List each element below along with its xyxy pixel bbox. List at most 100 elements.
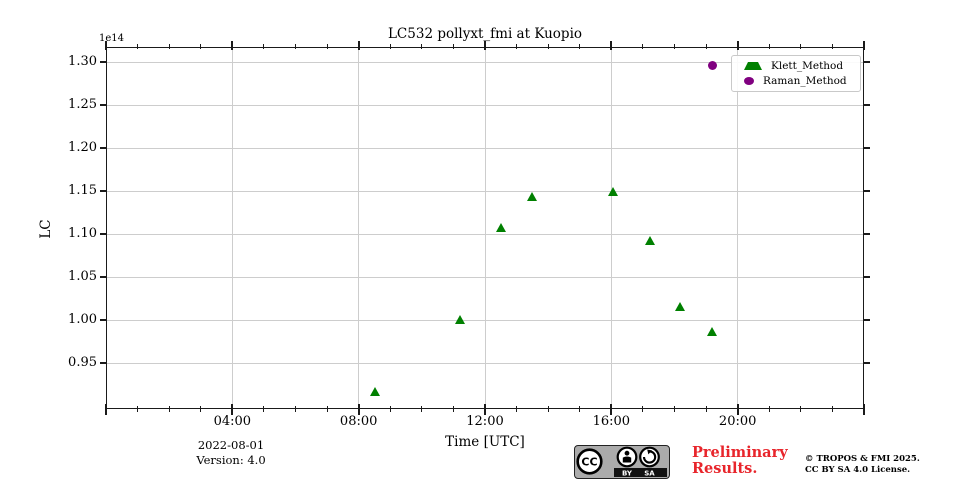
x-minor-tick-bottom: [674, 406, 675, 412]
copyright-line1: © TROPOS & FMI 2025.: [805, 454, 920, 464]
y-major-tick-right: [863, 276, 870, 279]
y-major-tick-right: [863, 190, 870, 193]
copyright-note: © TROPOS & FMI 2025. CC BY SA 4.0 Licens…: [805, 454, 920, 475]
y-major-tick-left: [100, 276, 107, 279]
x-tick-label: 08:00: [339, 414, 378, 429]
x-minor-tick-top: [642, 44, 644, 49]
y-tick-label: 0.95: [68, 355, 97, 371]
x-minor-tick-top: [326, 44, 328, 49]
version-label: Version: 4.0: [196, 452, 266, 467]
badge-by-text: BY: [622, 470, 633, 478]
x-minor-tick-top: [547, 44, 549, 49]
x-minor-tick-bottom: [452, 406, 454, 412]
x-minor-tick-top: [137, 44, 139, 49]
legend-label: Raman_Method: [763, 75, 847, 87]
y-major-tick-left: [100, 190, 107, 193]
x-minor-tick-top: [705, 44, 707, 49]
x-minor-tick-top: [800, 44, 802, 49]
x-major-tick-top: [357, 41, 360, 50]
x-major-tick-top: [484, 41, 486, 50]
x-minor-tick-bottom: [326, 406, 328, 412]
x-minor-tick-bottom: [389, 406, 391, 412]
x-minor-tick-bottom: [137, 406, 139, 412]
grid-line-vertical: [610, 47, 612, 409]
x-tick-label: 16:00: [592, 414, 631, 429]
x-minor-tick-bottom: [168, 406, 170, 412]
x-minor-tick-top: [295, 44, 296, 49]
preliminary-results-note: Preliminary Results.: [692, 445, 788, 476]
x-minor-tick-bottom: [579, 406, 581, 412]
data-point-klett_method: [607, 187, 618, 197]
grid-line-horizontal: [106, 233, 864, 235]
y-major-tick-right: [863, 147, 870, 150]
y-major-tick-right: [863, 233, 870, 236]
x-minor-tick-top: [831, 44, 833, 49]
data-point-klett_method: [674, 301, 685, 311]
copyright-line2: CC BY SA 4.0 License.: [805, 464, 911, 475]
y-major-tick-right: [863, 319, 870, 322]
legend-item-klett_method: Klett_Method: [738, 60, 854, 72]
grid-line-vertical: [358, 47, 360, 409]
x-tick-label: 20:00: [718, 414, 757, 429]
legend-label: Klett_Method: [771, 60, 844, 72]
cc-logo-text: CC: [581, 456, 597, 469]
x-minor-tick-top: [200, 44, 202, 49]
x-minor-tick-top: [452, 44, 454, 49]
data-point-klett_method: [527, 191, 538, 201]
x-major-tick-top: [105, 41, 107, 50]
preliminary-line1: Preliminary: [692, 444, 788, 461]
y-major-tick-left: [100, 147, 107, 150]
x-major-tick-top: [863, 41, 865, 50]
y-tick-label: 1.20: [68, 140, 97, 156]
data-point-klett_method: [496, 223, 507, 233]
grid-line-horizontal: [106, 104, 864, 106]
chart-title: LC532 pollyxt_fmi at Kuopio: [387, 26, 583, 42]
x-minor-tick-bottom: [547, 406, 549, 412]
data-point-klett_method: [370, 386, 381, 396]
x-minor-tick-bottom: [768, 406, 770, 412]
x-minor-tick-top: [516, 44, 518, 49]
y-major-tick-right: [863, 61, 870, 64]
x-minor-tick-top: [389, 44, 391, 49]
x-minor-tick-bottom: [800, 406, 802, 412]
x-major-tick-top: [231, 41, 234, 50]
x-major-tick-bottom: [231, 404, 234, 415]
x-minor-tick-bottom: [516, 406, 518, 412]
x-minor-tick-bottom: [263, 406, 265, 412]
cc-by-sa-license-badge: CC BY SA: [574, 445, 670, 479]
x-minor-tick-bottom: [421, 406, 423, 412]
grid-line-vertical: [231, 47, 233, 409]
grid-line-horizontal: [106, 61, 864, 63]
y-tick-label: 1.10: [68, 226, 97, 242]
x-major-tick-bottom: [357, 404, 360, 415]
y-tick-label: 1.15: [68, 183, 97, 199]
y-major-tick-left: [100, 61, 107, 64]
x-minor-tick-bottom: [705, 406, 707, 412]
grid-line-horizontal: [106, 190, 864, 192]
date-label: 2022-08-01: [197, 438, 265, 452]
x-major-tick-bottom: [736, 404, 739, 415]
badge-label-band: [614, 468, 667, 477]
preliminary-line2: Results.: [692, 459, 758, 477]
y-tick-label: 1.00: [68, 312, 97, 328]
x-major-tick-top: [736, 41, 739, 50]
y-major-tick-left: [100, 233, 107, 236]
x-major-tick-bottom: [863, 404, 865, 415]
y-axis-offset-label: 1e14: [99, 33, 125, 44]
x-tick-label: 12:00: [466, 414, 504, 429]
plot-frame: [106, 47, 864, 409]
x-axis-label: Time [UTC]: [445, 434, 525, 450]
y-tick-label: 1.25: [68, 97, 97, 113]
badge-sa-text: SA: [644, 470, 655, 478]
grid-line-vertical: [484, 47, 486, 409]
y-major-tick-right: [863, 362, 870, 365]
x-minor-tick-top: [421, 44, 423, 49]
x-major-tick-top: [610, 41, 613, 50]
y-tick-label: 1.30: [68, 54, 97, 70]
y-major-tick-right: [863, 104, 870, 107]
legend-circle-marker-icon: [744, 77, 754, 85]
y-major-tick-left: [100, 104, 107, 107]
x-major-tick-bottom: [105, 404, 107, 415]
